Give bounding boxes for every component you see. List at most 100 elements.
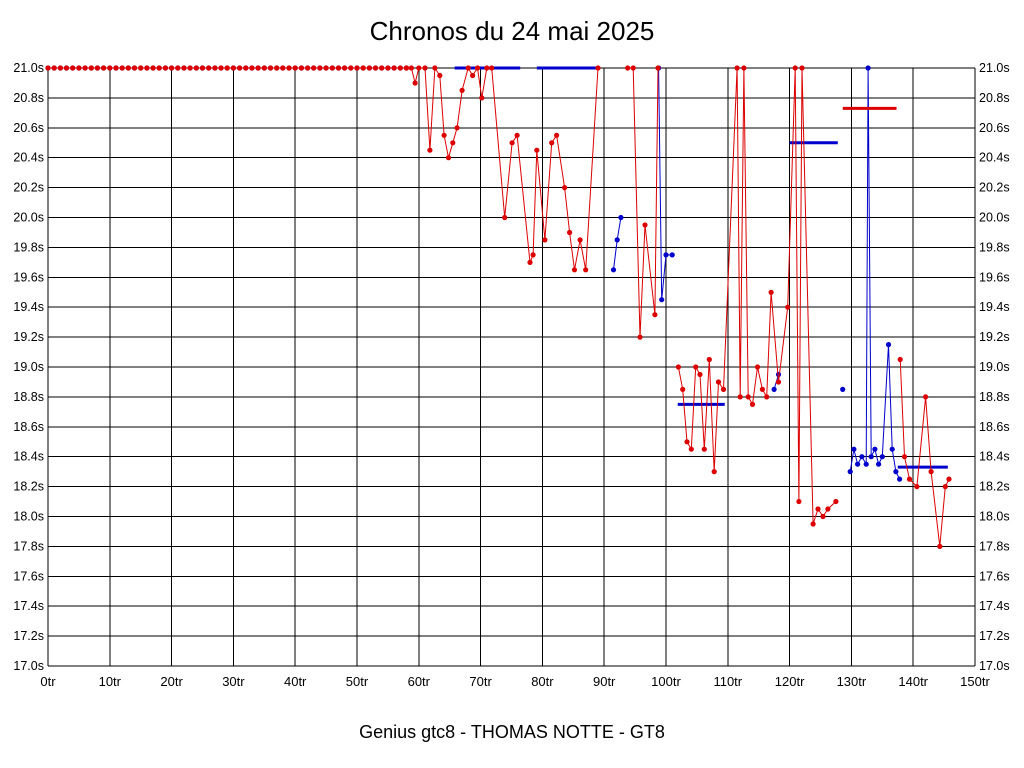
chrono-blue-point (876, 461, 882, 467)
chrono-red-point (88, 65, 94, 71)
y-axis-label-right: 20.4s (979, 151, 1010, 165)
chrono-red-point (697, 371, 703, 378)
chrono-red-point (693, 364, 699, 370)
chrono-red-point (577, 237, 583, 243)
chrono-red-point (759, 386, 766, 392)
chrono-red-point (329, 65, 335, 71)
chrono-red-line (677, 67, 837, 525)
chrono-red-point (237, 65, 243, 71)
x-axis-label: 60tr (408, 674, 431, 689)
chrono-red-point (768, 289, 774, 295)
chrono-blue-point (885, 342, 892, 348)
chrono-red-point (432, 65, 438, 71)
chrono-red-point (454, 125, 460, 131)
chrono-red-point (422, 65, 428, 71)
y-axis-label-right: 17.6s (979, 569, 1010, 583)
chrono-red-point (711, 469, 717, 475)
chrono-red-point (571, 267, 578, 273)
chrono-red-point (489, 65, 495, 71)
chrono-red-point (416, 65, 422, 71)
chrono-red-point (928, 469, 934, 475)
chrono-red-point (785, 304, 791, 310)
chrono-red-point (479, 95, 485, 101)
chrono-red-point (193, 65, 199, 71)
chrono-red-point (366, 65, 372, 71)
chrono-red-point (474, 65, 481, 71)
y-axis-label-left: 18.2s (13, 480, 44, 494)
chrono-red-point (820, 513, 826, 520)
chrono-blue-point (893, 469, 899, 475)
chrono-red-point (255, 65, 261, 71)
chrono-red-point (775, 379, 782, 385)
chrono-red-point (45, 65, 51, 71)
chrono-red-point (901, 454, 908, 460)
chrono-red-point (113, 65, 119, 71)
chrono-red-point (348, 65, 354, 71)
chrono-red-point (261, 65, 267, 71)
chrono-red-point (637, 334, 643, 340)
chrono-red-point (57, 65, 64, 71)
chrono-red-point (427, 147, 433, 153)
chrono-red-point (562, 185, 568, 191)
chrono-red-point (680, 386, 686, 392)
chrono-red-point (230, 65, 236, 71)
chrono-red-point (212, 65, 218, 71)
chrono-red-point (530, 252, 536, 258)
chrono-red-point (150, 65, 156, 71)
y-axis-label-right: 19.6s (979, 270, 1010, 284)
chrono-red-point (946, 476, 952, 482)
chrono-blue-point (771, 386, 777, 392)
chrono-red-point (833, 498, 839, 505)
y-axis-label-right: 17.4s (979, 599, 1010, 613)
y-axis-label-right: 17.8s (979, 539, 1010, 553)
y-axis-label-left: 20.4s (13, 151, 44, 165)
x-axis-label: 10tr (99, 674, 122, 689)
chrono-red-point (317, 65, 323, 71)
chrono-red-point (437, 72, 443, 79)
chrono-blue-point (847, 469, 853, 475)
chrono-blue-point (618, 214, 624, 221)
y-axis-label-left: 17.6s (13, 569, 44, 583)
chrono-red-point (549, 140, 555, 146)
chrono-red-point (280, 65, 286, 71)
chrono-red-point (825, 506, 831, 512)
chrono-red-point (701, 446, 707, 452)
y-axis-label-right: 18.8s (979, 390, 1010, 404)
y-axis-label-right: 19.0s (979, 360, 1010, 374)
chrono-red-point (799, 65, 805, 71)
chrono-blue-point (840, 386, 846, 392)
chrono-red-point (745, 394, 751, 400)
chrono-red-point (403, 65, 409, 71)
chrono-red-point (125, 65, 131, 71)
chrono-red-point (706, 356, 712, 363)
chrono-red-point (107, 65, 113, 71)
chrono-red-point (397, 65, 403, 71)
y-axis-label-left: 19.4s (13, 300, 44, 314)
chrono-red-point (502, 214, 508, 221)
chrono-red-point (445, 155, 452, 161)
chrono-red-point (642, 222, 648, 228)
x-axis-label: 150tr (960, 674, 990, 689)
chrono-red-point (243, 65, 249, 71)
chrono-red-point (470, 72, 476, 79)
chrono-red-line (899, 359, 950, 547)
x-axis-label: 50tr (346, 674, 369, 689)
chrono-red-point (583, 267, 589, 273)
chrono-red-point (187, 65, 193, 71)
y-axis-label-right: 19.4s (979, 300, 1010, 314)
chrono-blue-line (613, 217, 622, 270)
chrono-red-point (914, 484, 920, 490)
chrono-red-point (342, 65, 348, 71)
chrono-red-line (406, 66, 599, 270)
chrono-red-point (554, 132, 560, 138)
chrono-red-point (942, 484, 948, 490)
chrono-blue-line (849, 67, 901, 480)
y-axis-label-left: 21.0s (13, 61, 44, 75)
y-axis-label-left: 19.8s (13, 240, 44, 254)
chrono-red-point (675, 364, 682, 370)
y-axis-label-left: 20.0s (13, 211, 44, 225)
chrono-red-point (144, 65, 150, 71)
y-axis-label-left: 17.0s (13, 659, 44, 673)
chrono-red-point (131, 65, 138, 71)
chrono-red-point (815, 506, 821, 512)
